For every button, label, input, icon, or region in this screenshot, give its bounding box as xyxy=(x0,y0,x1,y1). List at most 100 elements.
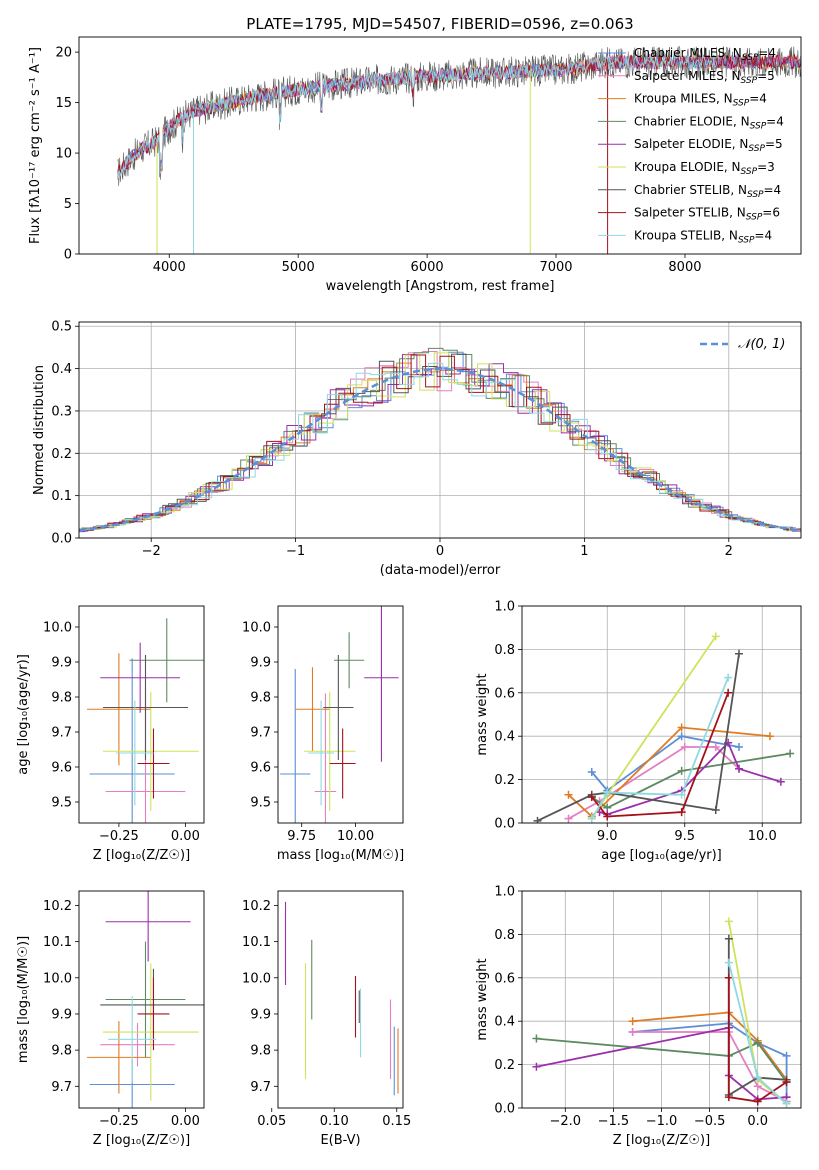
z-weight-ytick-label: 1.0 xyxy=(494,885,515,900)
z-weight-marker-salpeter_elodie xyxy=(532,1062,541,1071)
spectrum-legend-entry: Salpeter MILES, NSSP=5 xyxy=(634,69,775,86)
mass-age-errorbar-chabrier_miles xyxy=(280,669,311,823)
age-weight-marker-kroupa_stelib xyxy=(677,790,686,799)
z-age-ytick-label: 9.6 xyxy=(51,761,72,776)
mass-age-xtick-label: 10.00 xyxy=(337,829,374,844)
z-mass-errorbar-kroupa_stelib xyxy=(108,995,157,1083)
ebv-mass-xtick-label: 0.05 xyxy=(257,1114,286,1129)
age-weight-xlabel: age [log₁₀(age/yr)] xyxy=(601,848,722,863)
spectrum-legend-entry: Kroupa STELIB, NSSP=4 xyxy=(634,228,772,245)
z-weight-ytick-label: 0.8 xyxy=(494,928,515,943)
z-mass-errorbar-salpeter_stelib xyxy=(137,977,170,1051)
z-mass-errorbar-salpeter_miles xyxy=(100,1023,175,1067)
z-age-ytick-label: 9.5 xyxy=(51,796,72,811)
spectrum-xtick-label: 5000 xyxy=(282,260,315,275)
residuals-xtick-label: 1 xyxy=(580,544,588,559)
age-weight-xtick-label: 9.5 xyxy=(674,829,695,844)
spectrum-line-kroupa_stelib xyxy=(117,54,718,180)
age-weight-marker-salpeter_stelib xyxy=(724,688,733,697)
age-weight-ytick-label: 0.2 xyxy=(494,773,515,788)
residuals-xlabel: (data-model)/error xyxy=(380,563,501,578)
ebv-mass-axes: 0.05 0.10 0.15 9.7 9.8 9.9 10.0 10.1 10.2 E(B-V) xyxy=(242,899,411,1148)
z-weight-xlabel: Z [log₁₀(Z/Z☉)] xyxy=(613,1133,710,1148)
mass-age-errorbar-salpeter_elodie xyxy=(364,606,399,762)
mass-age-ytick-label: 9.6 xyxy=(250,761,271,776)
mass-age-ytick-label: 9.7 xyxy=(250,726,271,741)
z-weight-marker-chabrier_elodie xyxy=(753,1038,762,1047)
residuals-ytick-label: 0.3 xyxy=(51,404,72,419)
residuals-ytick-label: 0.5 xyxy=(51,320,72,335)
z-weight-marker-salpeter_stelib xyxy=(782,1077,791,1086)
z-weight-marker-chabrier_elodie xyxy=(532,1034,541,1043)
z-mass-ytick-label: 9.8 xyxy=(51,1044,72,1059)
age-weight-ylabel: mass weight xyxy=(475,673,490,755)
residuals-ylabel: Normed distribution xyxy=(32,365,47,495)
mass-age-ytick-label: 9.5 xyxy=(250,796,271,811)
residuals-xtick-label: 0 xyxy=(436,544,444,559)
spectrum-legend: Chabrier MILES, NSSP=4 Salpeter MILES, NS… xyxy=(598,46,784,245)
z-mass-xtick-label: 0.00 xyxy=(171,1114,200,1129)
ebv-mass-ytick-label: 10.1 xyxy=(242,935,271,950)
ebv-mass-xtick-label: 0.10 xyxy=(320,1114,349,1129)
z-mass-ylabel: mass [log₁₀(M/M☉)] xyxy=(16,936,31,1063)
z-weight-xtick-label: 0.0 xyxy=(747,1114,768,1129)
z-weight-xtick-label: −1.5 xyxy=(598,1114,630,1129)
z-age-errorbar-chabrier_elodie xyxy=(129,618,204,703)
age-weight-frame xyxy=(521,605,802,824)
spectrum-legend-entry: Kroupa ELODIE, NSSP=3 xyxy=(634,160,775,177)
spectrum-ylabel: Flux [fλ10⁻¹⁷ erg cm⁻² s⁻¹ A⁻¹] xyxy=(28,47,43,244)
z-mass-errorbar-salpeter_elodie xyxy=(105,891,191,962)
age-weight-marker-chabrier_stelib xyxy=(533,816,542,823)
age-weight-xtick-label: 10.0 xyxy=(748,829,777,844)
age-weight-line-kroupa_elodie xyxy=(591,635,717,820)
z-mass-ytick-label: 10.0 xyxy=(43,971,72,986)
residuals-ytick-label: 0.0 xyxy=(51,532,72,547)
z-mass-frame xyxy=(78,890,205,1109)
age-weight-ytick-label: 0.8 xyxy=(494,643,515,658)
z-mass-ytick-label: 10.2 xyxy=(43,899,72,914)
residuals-xtick-label: −1 xyxy=(286,544,305,559)
spectrum-legend-entry: Kroupa MILES, NSSP=4 xyxy=(634,92,767,109)
z-mass-xtick-label: −0.25 xyxy=(99,1114,139,1129)
residuals-normal-curve xyxy=(79,367,801,532)
spectrum-legend-entry: Salpeter STELIB, NSSP=6 xyxy=(634,206,780,223)
residuals-ytick-label: 0.4 xyxy=(51,362,72,377)
z-weight-marker-chabrier_stelib xyxy=(724,934,733,943)
z-age-ytick-label: 9.8 xyxy=(51,691,72,706)
z-mass-errorbar-chabrier_elodie xyxy=(105,941,186,1058)
z-age-axes: −0.25 0.00 9.5 9.6 9.7 9.8 9.9 10.0 Z [log₁₀(Z/Z… xyxy=(16,621,200,864)
spectrum-ytick-label: 15 xyxy=(55,96,72,111)
ebv-mass-xtick-label: 0.15 xyxy=(382,1114,411,1129)
age-weight-ytick-label: 0.0 xyxy=(494,817,515,832)
z-weight-axes: −2.0 −1.5 −1.0 −0.5 0.0 0.0 0.2 0.4 0.6 0.8 1.0 Z [… xyxy=(475,885,801,1148)
spectrum-ytick-label: 0 xyxy=(64,248,72,263)
z-weight-marker-salpeter_stelib xyxy=(724,973,733,982)
mass-age-ytick-label: 9.9 xyxy=(250,656,271,671)
mass-age-errorbar-kroupa_elodie xyxy=(303,691,356,811)
ebv-mass-ytick-label: 9.8 xyxy=(250,1044,271,1059)
residuals-xtick-label: 2 xyxy=(725,544,733,559)
age-weight-xtick-label: 9.0 xyxy=(597,829,618,844)
mass-age-ytick-label: 10.0 xyxy=(242,621,271,636)
spectrum-frame xyxy=(78,36,802,255)
z-weight-marker-kroupa_stelib xyxy=(724,958,733,967)
z-age-xlabel: Z [log₁₀(Z/Z☉)] xyxy=(93,848,190,863)
age-weight-marker-kroupa_stelib xyxy=(724,673,733,682)
z-weight-marker-kroupa_stelib xyxy=(753,1073,762,1082)
spectrum-xtick-label: 7000 xyxy=(539,260,572,275)
z-age-ytick-label: 9.9 xyxy=(51,656,72,671)
age-weight-marker-chabrier_stelib xyxy=(711,805,720,814)
age-weight-marker-kroupa_elodie xyxy=(711,632,720,641)
z-mass-axes: −0.25 0.00 9.7 9.8 9.9 10.0 10.1 10.2 Z [log₁₀(Z… xyxy=(16,899,200,1148)
spectrum-ytick-label: 20 xyxy=(55,46,72,61)
z-weight-marker-salpeter_stelib xyxy=(753,1097,762,1106)
z-mass-errorbar-kroupa_miles xyxy=(86,1021,151,1094)
spectrum-legend-entry: Chabrier STELIB, NSSP=4 xyxy=(634,183,781,200)
z-weight-line-salpeter_miles xyxy=(632,1031,788,1103)
z-age-ytick-label: 10.0 xyxy=(43,621,72,636)
mass-age-xlabel: mass [log₁₀(M/M☉)] xyxy=(277,848,404,863)
z-age-frame xyxy=(78,605,205,824)
age-weight-marker-chabrier_miles xyxy=(677,732,686,741)
age-weight-marker-salpeter_stelib xyxy=(603,812,612,821)
age-weight-line-kroupa_miles xyxy=(567,726,771,818)
